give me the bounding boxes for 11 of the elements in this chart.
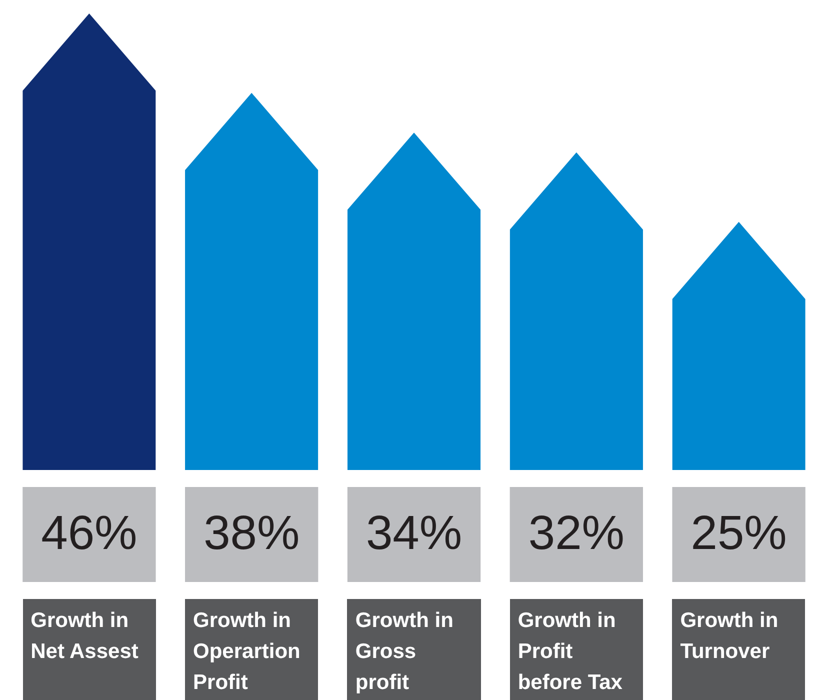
data-label: 38% <box>204 507 300 560</box>
data-label: 32% <box>528 507 624 560</box>
x-tick-label: Growth in Profit before Tax <box>518 609 622 694</box>
data-label: 25% <box>690 507 787 560</box>
x-tick-label: Growth in Operartion Profit <box>193 609 300 694</box>
x-tick-label: Growth in Gross profit <box>355 609 454 694</box>
data-label: 46% <box>41 507 138 560</box>
bar <box>22 13 156 470</box>
data-label: 34% <box>366 507 462 560</box>
x-tick-label: Growth in Turnover <box>680 609 778 663</box>
x-tick-label: Growth in Net Assest <box>30 609 138 663</box>
